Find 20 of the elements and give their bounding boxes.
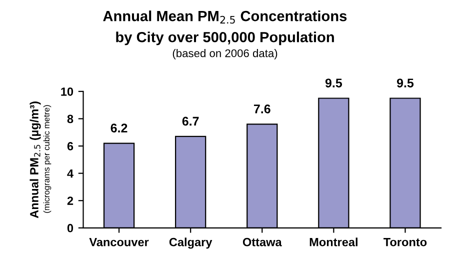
- x-tick-label: Montreal: [310, 238, 358, 246]
- chart-title: Annual Mean PM$_{2.5}$ Concentrations by City over 500,000 Population: [103, 10, 347, 46]
- data-label: 9.5: [325, 78, 342, 88]
- y-tick-label: 6: [67, 142, 74, 150]
- x-tick-label: Toronto: [384, 238, 427, 246]
- y-tick-label: 8: [67, 114, 74, 124]
- x-tick-label: Calgary: [169, 238, 212, 249]
- y-tick-label: 4: [67, 169, 74, 178]
- data-label: 6.7: [182, 116, 199, 126]
- y-tick-label: 10: [61, 87, 74, 96]
- data-label: 6.2: [110, 124, 128, 132]
- y-tick-label: 0: [67, 224, 74, 232]
- data-label: 7.6: [254, 104, 270, 114]
- x-tick-label: Vancouver: [89, 238, 149, 246]
- text: (micrograms per cubic metre): [43, 105, 52, 213]
- data-label: 9.5: [396, 78, 414, 88]
- x-tick-label: Ottawa: [242, 238, 282, 246]
- chart-subtitle: (based on 2006 data): [172, 49, 278, 60]
- y-tick-label: 2: [67, 196, 74, 205]
- y-axis-title: Annual PM$_{2.5}$ (µg/m³): [30, 102, 41, 218]
